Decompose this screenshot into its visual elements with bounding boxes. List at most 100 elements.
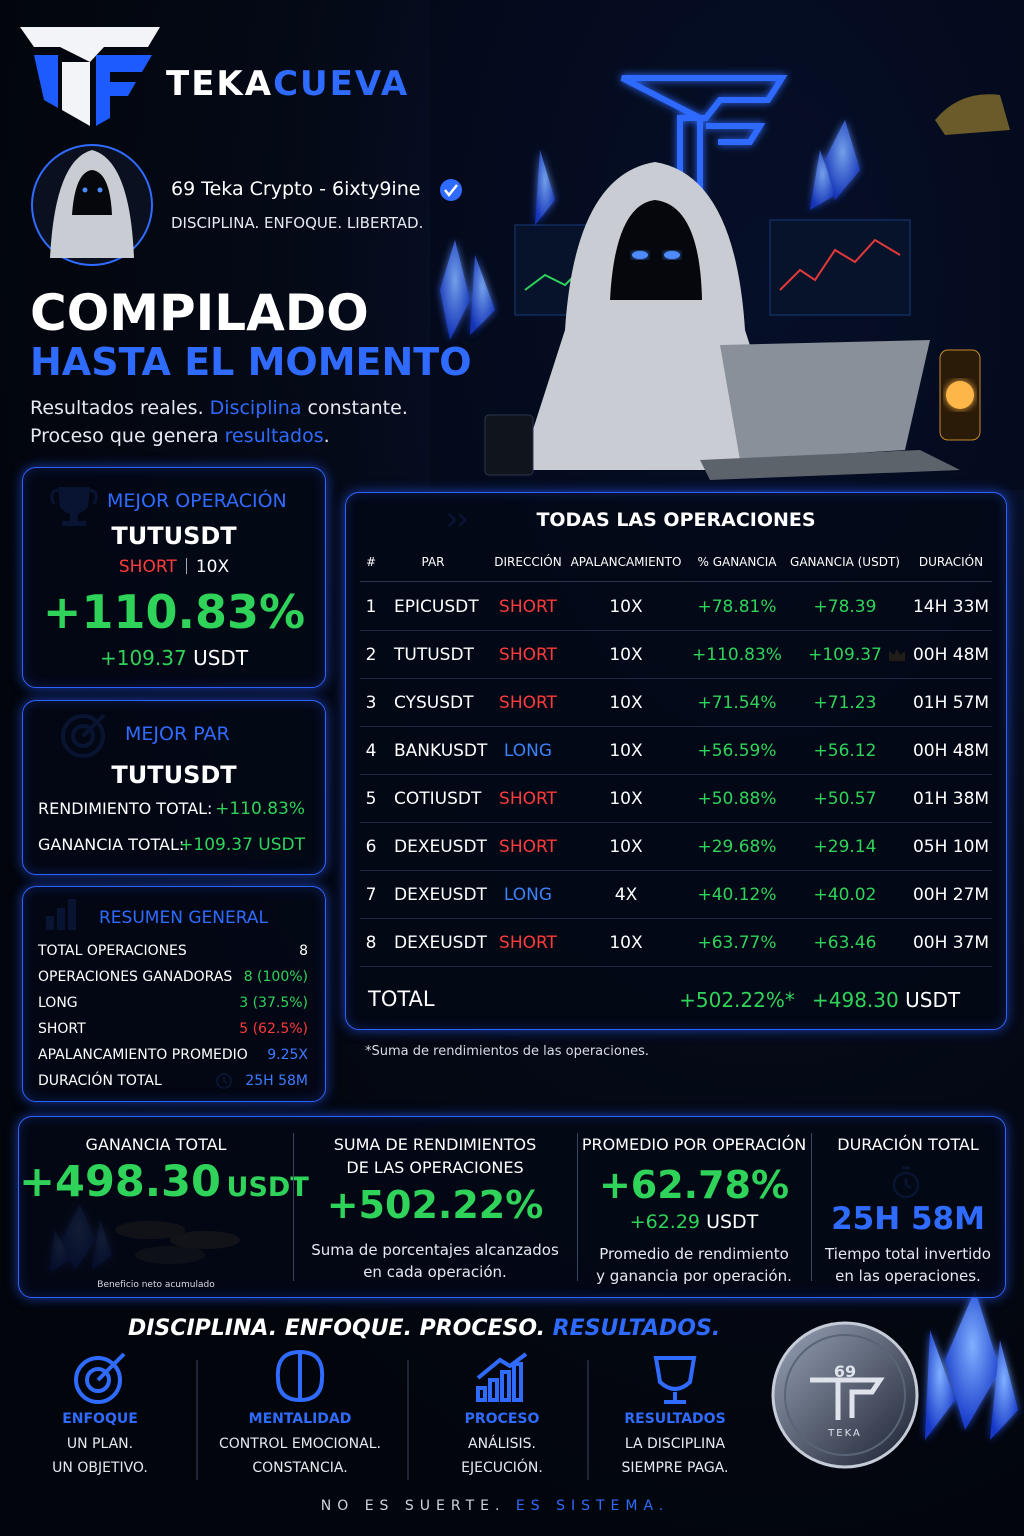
table-cell: +40.02 — [813, 885, 877, 905]
row-value: 8 (100%) — [243, 969, 308, 985]
pillar-line: UN OBJETIVO. — [52, 1460, 148, 1476]
column-header: APALANCAMIENTO — [570, 555, 682, 569]
rule — [360, 822, 992, 823]
column-header: PAR — [421, 555, 445, 569]
hero-title: COMPILADO — [30, 284, 369, 342]
pair: TUTUSDT — [111, 522, 237, 550]
hero-text: constante. — [301, 397, 408, 419]
row-value: +109.37 USDT — [179, 835, 305, 855]
stat-value: +502.22% — [326, 1183, 544, 1227]
card-title: MEJOR OPERACIÓN — [107, 490, 287, 512]
table-cell: TUTUSDT — [394, 645, 474, 665]
table-cell: 10X — [609, 741, 643, 761]
table-cell: COTIUSDT — [394, 789, 482, 809]
total-usdt: +498.30 — [812, 988, 899, 1012]
table-cell: +109.37 — [808, 645, 882, 665]
table-cell: SHORT — [499, 693, 557, 713]
table-cell: 10X — [609, 693, 643, 713]
pillar-icons — [74, 1349, 697, 1404]
table-cell: 01H 57M — [912, 693, 990, 713]
table-cell: SHORT — [499, 837, 557, 857]
percent: +110.83% — [42, 585, 306, 639]
stat-unit: USDT — [226, 1172, 309, 1203]
table-cell: +78.81% — [697, 597, 777, 617]
table-cell: +50.88% — [697, 789, 777, 809]
table-cell: SHORT — [499, 933, 557, 953]
stat-sub-line: +62.29 USDT — [577, 1211, 811, 1233]
profile-motto: DISCIPLINA. ENFOQUE. LIBERTAD. — [171, 214, 424, 232]
unit: USDT — [193, 646, 249, 670]
stat-unit: USDT — [706, 1211, 759, 1233]
table-cell: +78.39 — [813, 597, 877, 617]
avatar — [31, 144, 153, 266]
direction: SHORT — [118, 557, 177, 577]
pillar-title: RESULTADOS — [624, 1411, 726, 1427]
divider — [577, 1133, 578, 1281]
best-operation-card: MEJOR OPERACIÓN TUTUSDT SHORT 10X +110.83… — [22, 467, 326, 688]
pillar-line: ANÁLISIS. — [468, 1436, 536, 1452]
table-cell: +71.54% — [697, 693, 777, 713]
table-cell: 05H 10M — [912, 837, 990, 857]
row-value: 3 (37.5%) — [239, 995, 308, 1011]
table-cell: +50.57 — [813, 789, 877, 809]
coin-name: TEKA — [828, 1428, 862, 1439]
pillar-line: LA DISCIPLINA — [624, 1436, 726, 1452]
footer-main: NO ES SUERTE. — [320, 1498, 516, 1514]
row-value: +110.83% — [215, 799, 305, 819]
table-cell: 4 — [365, 741, 377, 761]
table-cell: +63.77% — [697, 933, 777, 953]
row-value: 8 — [299, 943, 308, 959]
usdt: +109.37 — [99, 646, 187, 670]
table-cell: +56.59% — [697, 741, 777, 761]
rule — [360, 678, 992, 679]
dividers — [196, 1360, 589, 1480]
hero-line: Proceso que genera resultados. — [30, 422, 408, 450]
table-cell: 2 — [365, 645, 377, 665]
rule — [360, 581, 992, 582]
operations-table: TODAS LAS OPERACIONES # PAR DIRECCIÓN APALA… — [345, 492, 1007, 1030]
row-label: OPERACIONES GANADORAS — [38, 969, 233, 985]
best-pair-card: MEJOR PAR TUTUSDT RENDIMIENTO TOTAL: +110… — [22, 700, 326, 875]
stat-caption: en las operaciones. — [835, 1267, 981, 1285]
column-header: # — [365, 555, 377, 569]
brand: TEKACUEVA — [166, 64, 409, 104]
hero-subtitle: HASTA EL MOMENTO — [30, 340, 472, 384]
stat-title: SUMA DE RENDIMIENTOS — [333, 1135, 537, 1154]
table-cell: +110.83% — [692, 645, 782, 665]
hero-scene — [430, 0, 1024, 490]
card-title: MEJOR PAR — [125, 723, 230, 745]
stat-caption: Tiempo total invertido — [825, 1245, 991, 1263]
stat-caption: y ganancia por operación. — [596, 1267, 792, 1285]
table-cell: 14H 33M — [912, 597, 990, 617]
rule — [360, 726, 992, 727]
table-cell: SHORT — [499, 789, 557, 809]
hero-text: Proceso que genera — [30, 425, 225, 447]
hero-line: Resultados reales. Disciplina constante. — [30, 394, 408, 422]
hero-text: resultados — [224, 425, 324, 447]
divider — [811, 1133, 812, 1281]
table-cell: 01H 38M — [912, 789, 990, 809]
table-cell: +63.46 — [813, 933, 877, 953]
pillar-line: CONTROL EMOCIONAL. — [219, 1436, 381, 1452]
table-cell: DEXEUSDT — [394, 837, 487, 857]
stat: DURACIÓN TOTAL 25H 58M Tiempo total invert… — [811, 1117, 1005, 1297]
table-cell: 10X — [609, 645, 643, 665]
coin-number: 69 — [833, 1362, 857, 1381]
row-value: 5 (62.5%) — [239, 1021, 308, 1037]
row-value: 25H 58M — [245, 1073, 308, 1089]
row-label: TOTAL OPERACIONES — [38, 943, 187, 959]
row-label: APALANCAMIENTO PROMEDIO — [38, 1047, 248, 1063]
table-cell: 5 — [365, 789, 377, 809]
summary-card: RESUMEN GENERAL TOTAL OPERACIONES 8 OPERAC… — [22, 886, 326, 1102]
table-cell: 10X — [609, 837, 643, 857]
stat: PROMEDIO POR OPERACIÓN +62.78% +62.29 USDT… — [577, 1117, 811, 1297]
row-value: 9.25X — [267, 1047, 308, 1063]
row-label: SHORT — [38, 1021, 86, 1037]
table-cell: 6 — [365, 837, 377, 857]
table-cell: SHORT — [499, 645, 557, 665]
table-cell: LONG — [503, 885, 553, 905]
pair: TUTUSDT — [111, 761, 237, 789]
rule — [360, 870, 992, 871]
brand-main: TEKA — [166, 64, 274, 104]
slogan-accent: RESULTADOS. — [552, 1316, 721, 1341]
